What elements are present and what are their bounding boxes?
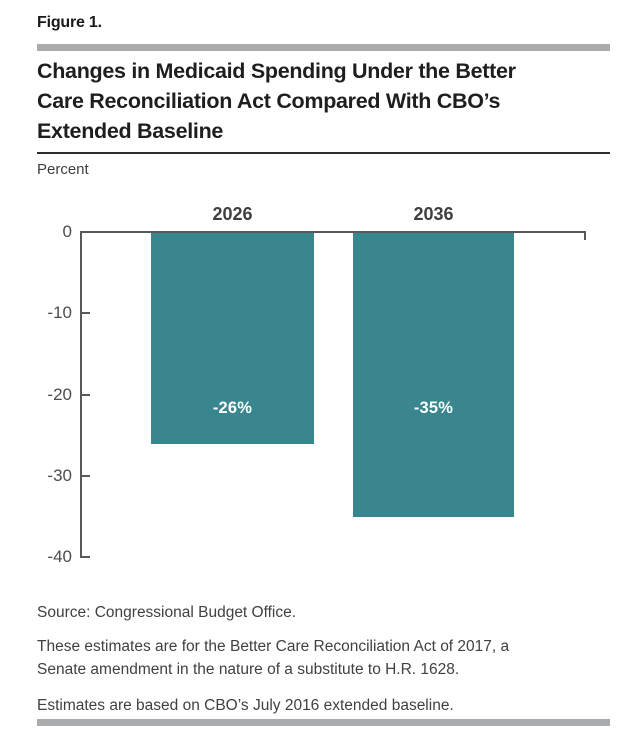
x-axis-end-tick	[584, 231, 586, 240]
y-axis-unit-label: Percent	[37, 161, 89, 178]
bar-2026: -26%	[151, 233, 314, 445]
x-axis-zero-line	[80, 231, 586, 233]
y-tick-label: -20	[47, 384, 72, 404]
y-tick-label: 0	[62, 222, 72, 241]
baseline-note: Estimates are based on CBO’s July 2016 e…	[37, 697, 454, 714]
act-note-line-1: These estimates are for the Better Care …	[37, 638, 510, 655]
bar-2036: -35%	[353, 233, 514, 518]
y-tick-label: -40	[47, 547, 72, 566]
title-underline-rule	[37, 152, 610, 154]
bar-value-label-2036: -35%	[413, 399, 454, 417]
y-tick-mark	[82, 474, 90, 477]
figure-number-label: Figure 1.	[37, 14, 102, 31]
bar-value-label-2026: -26%	[212, 399, 253, 417]
y-tick-label: -10	[47, 303, 72, 323]
top-divider-bar	[37, 44, 610, 51]
category-label-2036: 2036	[413, 204, 454, 224]
y-tick-mark	[82, 556, 90, 558]
bottom-divider-bar	[37, 719, 610, 726]
category-label-2026: 2026	[212, 204, 253, 224]
y-tick-mark	[82, 312, 90, 315]
act-note: These estimates are for the Better Care …	[37, 635, 597, 681]
y-tick-label: -30	[47, 465, 72, 485]
source-note: Source: Congressional Budget Office.	[37, 604, 297, 621]
medicaid-spending-bar-chart: 2026 2036 0 -10 -20 -30 -40 -26% -35%	[0, 195, 623, 585]
y-tick-mark	[82, 393, 90, 396]
act-note-line-2: Senate amendment in the nature of a subs…	[37, 661, 460, 678]
figure-title: Changes in Medicaid Spending Under the B…	[37, 56, 597, 146]
y-axis-line	[80, 231, 82, 558]
figure-title-line-3: Extended Baseline	[37, 119, 224, 143]
figure-title-line-2: Care Reconciliation Act Compared With CB…	[37, 89, 501, 113]
figure-title-line-1: Changes in Medicaid Spending Under the B…	[37, 59, 516, 83]
